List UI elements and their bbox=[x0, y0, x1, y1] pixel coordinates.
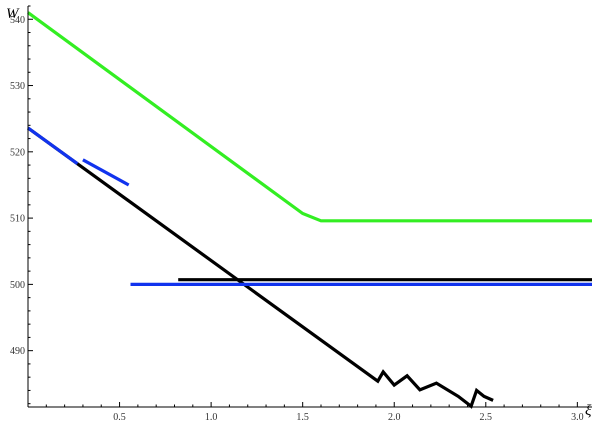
ticks-layer: 0.5 1.0 1.5 2.0 2.5 3.0 490 500 510 520 530 540 bbox=[10, 5, 584, 423]
x-tick-label: 3.0 bbox=[571, 412, 584, 423]
y-tick-label: 490 bbox=[10, 346, 25, 357]
x-tick-label: 1.0 bbox=[205, 412, 218, 423]
y-axis-title: W bbox=[6, 6, 20, 22]
y-tick-label: 530 bbox=[10, 81, 25, 92]
y-tick-label: 510 bbox=[10, 214, 25, 225]
x-tick-label: 2.0 bbox=[388, 412, 401, 423]
series-line-2 bbox=[27, 126, 494, 409]
series-layer bbox=[27, 11, 592, 409]
x-tick-label: 2.5 bbox=[480, 412, 493, 423]
y-tick-label: 540 bbox=[10, 15, 25, 26]
x-tick-label: 0.5 bbox=[113, 412, 126, 423]
x-tick-label: 1.5 bbox=[296, 412, 309, 423]
x-axis-title: ξ bbox=[585, 403, 592, 419]
series-line-4 bbox=[27, 126, 79, 165]
y-tick-label: 500 bbox=[10, 280, 25, 291]
y-tick-label: 520 bbox=[10, 147, 25, 158]
series-line-1 bbox=[27, 11, 592, 223]
series-line-5 bbox=[82, 158, 130, 187]
